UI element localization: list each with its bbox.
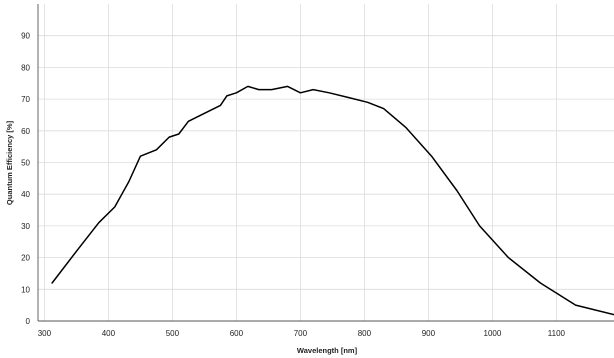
y-tick-label: 60 [21,127,30,136]
x-tick-label: 1100 [548,329,566,338]
y-tick-label: 70 [21,95,30,104]
x-axis-title: Wavelength [nm] [297,346,358,355]
grid [38,4,614,321]
y-tick-label: 0 [26,317,31,326]
y-tick-label: 10 [21,285,30,294]
x-tick-label: 500 [166,329,180,338]
y-tick-label: 40 [21,190,30,199]
y-tick-label: 50 [21,159,30,168]
x-tick-label: 400 [102,329,116,338]
y-tick-label: 90 [21,32,30,41]
y-tick-label: 20 [21,254,30,263]
x-tick-label: 900 [422,329,436,338]
y-axis-ticks: 0 10 20 30 40 50 60 70 80 90 [21,32,30,326]
x-tick-label: 600 [230,329,244,338]
series-group [51,85,614,316]
y-tick-label: 80 [21,63,30,72]
y-tick-label: 30 [21,222,30,231]
x-tick-label: 800 [358,329,372,338]
axes [37,4,614,322]
x-axis-ticks: 300 400 500 600 700 800 900 1000 1100 [38,329,566,338]
series-line [51,85,614,316]
y-axis-title: Quantum Efficiency [%] [5,120,14,205]
x-tick-label: 300 [38,329,52,338]
x-tick-label: 1000 [484,329,502,338]
x-tick-label: 700 [294,329,308,338]
